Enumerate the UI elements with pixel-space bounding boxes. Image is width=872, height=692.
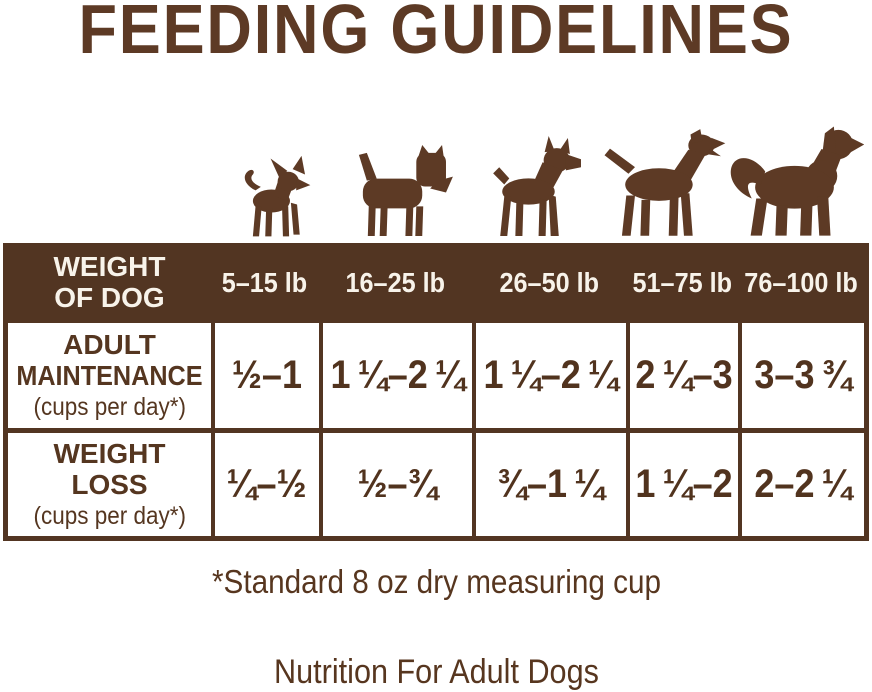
row-label-line1: ADULT (63, 328, 156, 360)
dog-cell-3 (467, 136, 597, 239)
row-label-line2: MAINTENANCE (16, 360, 203, 391)
cell-value: 1 ¼–2 ¼ (330, 353, 465, 397)
dog-size-icons-row (208, 122, 864, 239)
chihuahua-icon (244, 155, 310, 237)
dog-cell-1 (208, 155, 338, 239)
page-title: FEEDING GUIDELINES (78, 0, 794, 68)
cell-weightloss-51-75: 1 ¼–2 (625, 428, 738, 536)
row-weight-loss-label: WEIGHT LOSS (cups per day*) (8, 428, 211, 536)
cell-weightloss-76-100: 2–2 ¼ (737, 428, 864, 536)
header-col-label: 16–25 lb (345, 266, 446, 298)
cell-value: ¼–½ (226, 462, 307, 506)
header-col-26-50lb: 26–50 lb (472, 248, 626, 318)
header-weight-line1: WEIGHT (53, 251, 166, 283)
rottweiler-icon (604, 129, 726, 236)
cell-value: ½–1 (231, 353, 302, 397)
row-label-note: (cups per day*) (33, 393, 186, 422)
row-label-line1: WEIGHT (53, 437, 166, 469)
header-col-label: 76–100 lb (744, 266, 858, 298)
row-label-note: (cups per day*) (33, 502, 186, 531)
cell-maintenance-16-25: 1 ¼–2 ¼ (318, 318, 473, 428)
cell-weightloss-5-15: ¼–½ (211, 428, 319, 536)
boxer-icon (492, 136, 581, 236)
cell-value: ½–¾ (357, 462, 438, 506)
header-weight-line2: OF DOG (54, 282, 165, 313)
dog-cell-4 (597, 128, 727, 239)
header-weight-of-dog: WEIGHT OF DOG (8, 248, 211, 318)
header-col-51-75lb: 51–75 lb (625, 248, 738, 318)
cell-value: 1 ¼–2 (635, 462, 733, 506)
cell-maintenance-51-75: 2 ¼–3 (625, 318, 738, 428)
cell-value: 3–3 ¾ (754, 353, 852, 397)
cell-maintenance-26-50: 1 ¼–2 ¼ (472, 318, 626, 428)
cell-weightloss-26-50: ¾–1 ¼ (472, 428, 626, 536)
footnote-text: *Standard 8 oz dry measuring cup (211, 563, 661, 600)
cell-value: 2–2 ¼ (754, 462, 852, 506)
row-label-line2: LOSS (71, 469, 148, 500)
dog-cell-5 (727, 122, 864, 239)
row-adult-maintenance-label: ADULT MAINTENANCE (cups per day*) (8, 318, 211, 428)
tagline: Nutrition For Adult Dogs (0, 653, 872, 692)
cell-value: 2 ¼–3 (635, 353, 733, 397)
feeding-table: WEIGHT OF DOG 5–15 lb 16–25 lb 26–50 lb … (3, 243, 869, 541)
header-col-16-25lb: 16–25 lb (318, 248, 473, 318)
cell-maintenance-5-15: ½–1 (211, 318, 319, 428)
terrier-icon (358, 145, 453, 237)
tagline-text: Nutrition For Adult Dogs (273, 653, 599, 691)
dog-cell-2 (338, 145, 468, 239)
header-col-5-15lb: 5–15 lb (211, 248, 319, 318)
header-col-label: 51–75 lb (632, 266, 732, 298)
header-col-label: 5–15 lb (222, 266, 308, 298)
cell-value: ¾–1 ¼ (497, 462, 605, 506)
bernese-mountain-dog-icon (730, 126, 864, 236)
cell-weightloss-16-25: ½–¾ (318, 428, 473, 536)
header-col-76-100lb: 76–100 lb (737, 248, 864, 318)
cell-value: 1 ¼–2 ¼ (483, 353, 619, 397)
header-col-label: 26–50 lb (499, 266, 599, 298)
cell-maintenance-76-100: 3–3 ¾ (737, 318, 864, 428)
footnote: *Standard 8 oz dry measuring cup (0, 563, 872, 601)
